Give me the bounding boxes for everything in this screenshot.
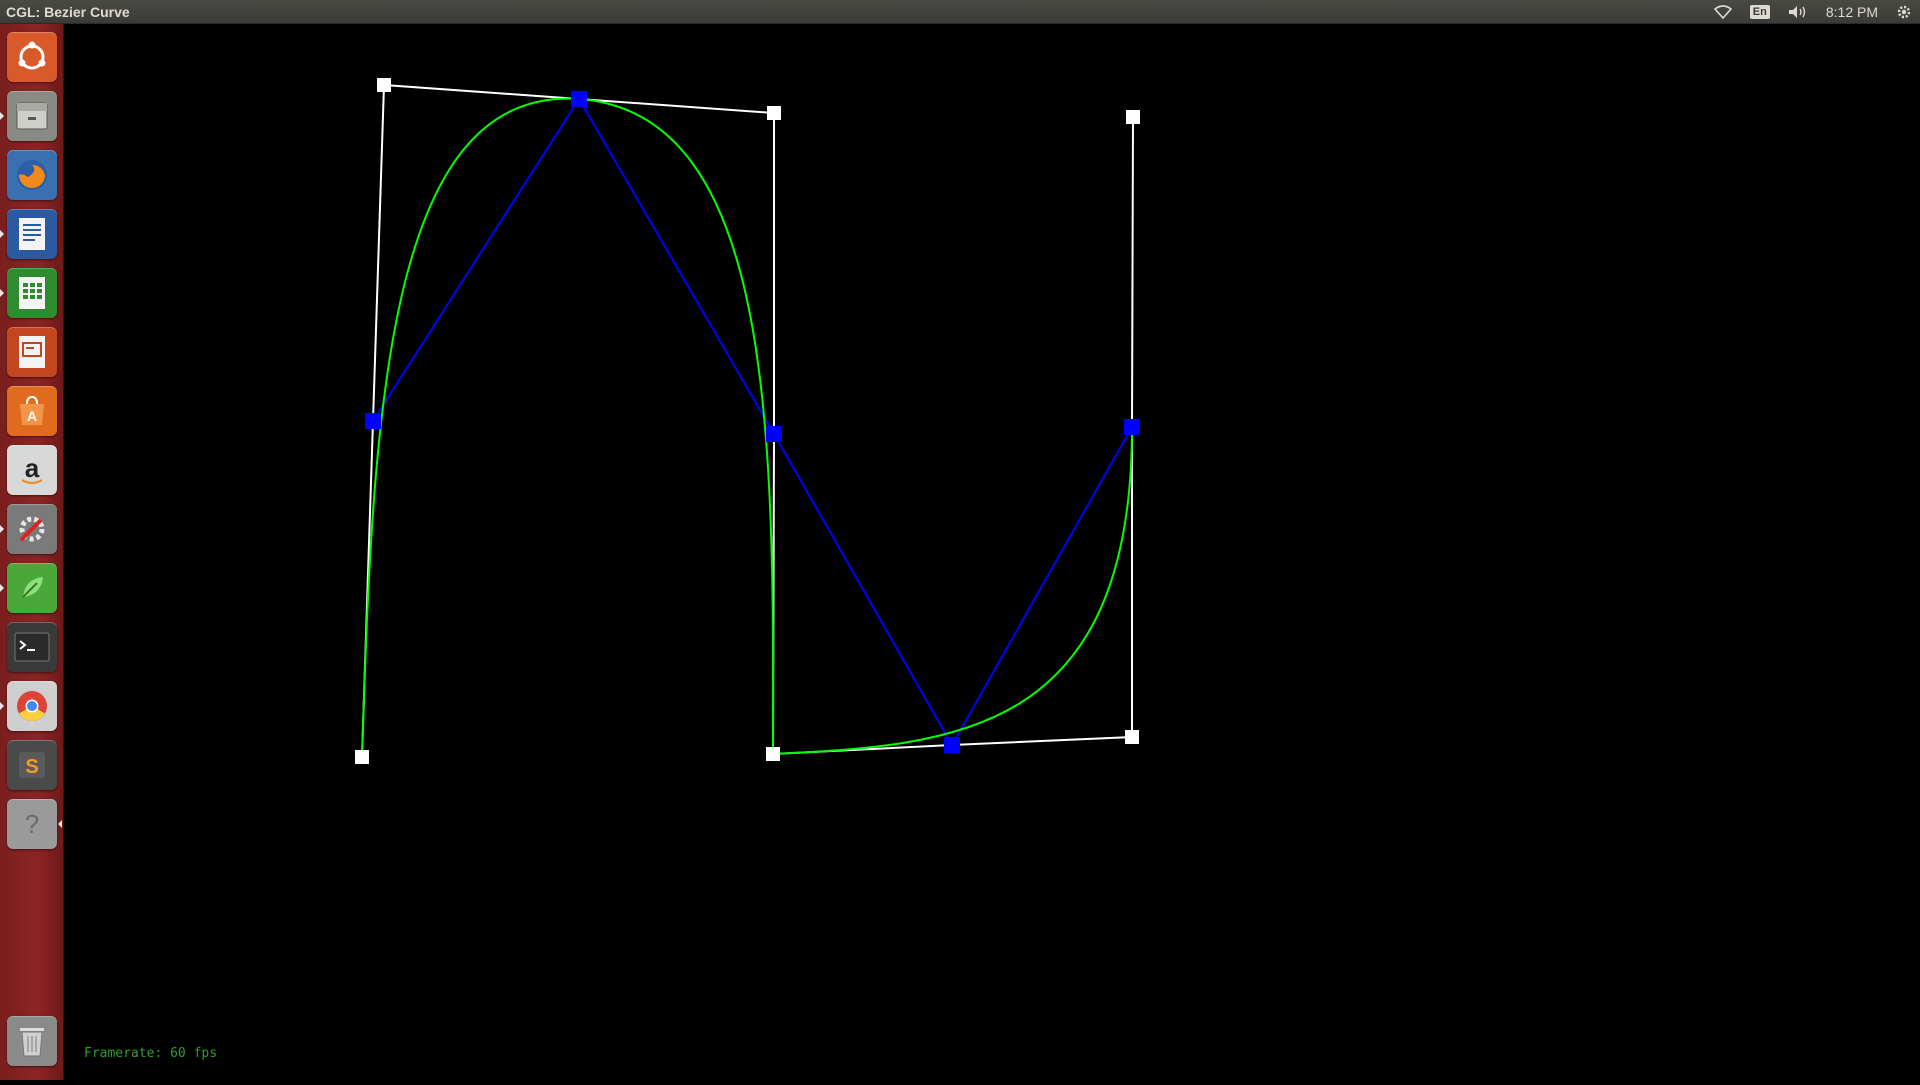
framerate-label: Framerate: 60 fps	[84, 1046, 217, 1061]
running-indicator	[0, 289, 4, 297]
gear-icon[interactable]	[1896, 4, 1912, 20]
focused-indicator	[58, 820, 62, 828]
software-center-icon[interactable]: A	[7, 386, 57, 436]
running-indicator	[0, 702, 4, 710]
control-polygon	[362, 85, 1133, 757]
control-point-handle[interactable]	[1126, 110, 1140, 124]
libreoffice-writer-icon[interactable]	[7, 209, 57, 259]
firefox-icon[interactable]	[7, 150, 57, 200]
control-point-handle[interactable]	[766, 747, 780, 761]
clock[interactable]: 8:12 PM	[1826, 4, 1878, 20]
window-title: CGL: Bezier Curve	[0, 4, 130, 20]
control-point-handle[interactable]	[377, 78, 391, 92]
volume-icon[interactable]	[1788, 5, 1808, 19]
bezier-scene[interactable]	[64, 24, 1920, 1080]
running-indicator	[0, 230, 4, 238]
control-point-handle[interactable]	[1125, 730, 1139, 744]
indicator-area: En 8:12 PM	[1714, 4, 1920, 20]
subdivision-polygon	[373, 99, 1132, 745]
subdivision-point-handle[interactable]	[944, 737, 960, 753]
subdivision-point-handle[interactable]	[1124, 419, 1140, 435]
running-indicator	[0, 584, 4, 592]
sublime-text-icon[interactable]: S	[7, 740, 57, 790]
svg-text:S: S	[25, 756, 38, 778]
subdivision-point-handle[interactable]	[365, 413, 381, 429]
running-indicator	[0, 112, 4, 120]
system-settings-icon[interactable]	[7, 504, 57, 554]
gl-canvas[interactable]	[64, 24, 1920, 1080]
terminal-icon[interactable]	[7, 622, 57, 672]
libreoffice-impress-icon[interactable]	[7, 327, 57, 377]
svg-text:?: ?	[25, 809, 39, 839]
help-icon[interactable]: ?	[7, 799, 57, 849]
subdivision-point-handle[interactable]	[571, 91, 587, 107]
trash-icon[interactable]	[7, 1016, 57, 1066]
libreoffice-calc-icon[interactable]	[7, 268, 57, 318]
chrome-icon[interactable]	[7, 681, 57, 731]
ubuntu-dash-icon[interactable]	[7, 32, 57, 82]
green-app-icon[interactable]	[7, 563, 57, 613]
files-icon[interactable]	[7, 91, 57, 141]
bezier-curve	[362, 99, 1132, 757]
top-panel: CGL: Bezier Curve En 8:12 PM	[0, 0, 1920, 24]
control-point-handle[interactable]	[767, 106, 781, 120]
running-indicator	[0, 525, 4, 533]
control-point-handle[interactable]	[355, 750, 369, 764]
subdivision-point-handle[interactable]	[766, 426, 782, 442]
wifi-icon[interactable]	[1714, 5, 1732, 19]
svg-text:a: a	[25, 453, 40, 483]
svg-text:A: A	[27, 408, 37, 424]
keyboard-language-indicator[interactable]: En	[1750, 5, 1770, 19]
amazon-icon[interactable]: a	[7, 445, 57, 495]
